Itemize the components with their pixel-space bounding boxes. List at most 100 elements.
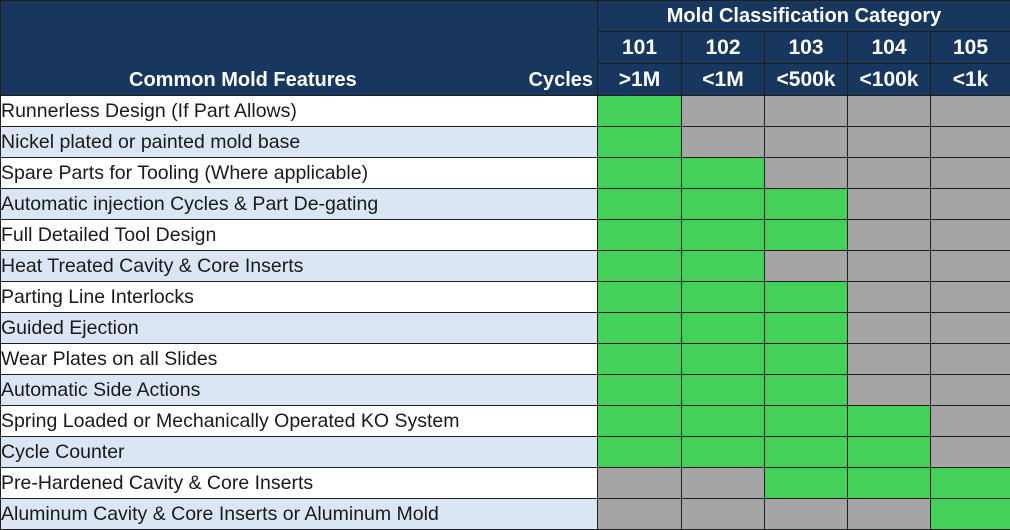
applies-cell-105 bbox=[931, 499, 1010, 530]
cycles-header-label: Cycles bbox=[529, 69, 594, 92]
not-applicable-cell-104 bbox=[848, 127, 931, 158]
not-applicable-cell-105 bbox=[931, 344, 1010, 375]
not-applicable-cell-102 bbox=[682, 468, 765, 499]
feature-label: Heat Treated Cavity & Core Inserts bbox=[1, 251, 598, 282]
class-code-105: 105 bbox=[931, 32, 1010, 64]
applies-cell-101 bbox=[598, 282, 682, 313]
applies-cell-103 bbox=[765, 344, 848, 375]
not-applicable-cell-104 bbox=[848, 499, 931, 530]
feature-label: Wear Plates on all Slides bbox=[1, 344, 598, 375]
not-applicable-cell-105 bbox=[931, 158, 1010, 189]
not-applicable-cell-104 bbox=[848, 158, 931, 189]
not-applicable-cell-105 bbox=[931, 220, 1010, 251]
not-applicable-cell-105 bbox=[931, 189, 1010, 220]
applies-cell-103 bbox=[765, 313, 848, 344]
not-applicable-cell-104 bbox=[848, 220, 931, 251]
applies-cell-103 bbox=[765, 220, 848, 251]
feature-row: Spare Parts for Tooling (Where applicabl… bbox=[1, 158, 1010, 189]
feature-label: Runnerless Design (If Part Allows) bbox=[1, 96, 598, 127]
feature-row: Wear Plates on all Slides bbox=[1, 344, 1010, 375]
applies-cell-102 bbox=[682, 437, 765, 468]
feature-row: Automatic Side Actions bbox=[1, 375, 1010, 406]
feature-label: Automatic Side Actions bbox=[1, 375, 598, 406]
not-applicable-cell-103 bbox=[765, 251, 848, 282]
feature-row: Spring Loaded or Mechanically Operated K… bbox=[1, 406, 1010, 437]
not-applicable-cell-105 bbox=[931, 437, 1010, 468]
feature-row: Heat Treated Cavity & Core Inserts bbox=[1, 251, 1010, 282]
applies-cell-104 bbox=[848, 406, 931, 437]
applies-cell-101 bbox=[598, 220, 682, 251]
feature-label: Cycle Counter bbox=[1, 437, 598, 468]
applies-cell-101 bbox=[598, 189, 682, 220]
class-cycles-101: >1M bbox=[598, 64, 682, 96]
applies-cell-102 bbox=[682, 313, 765, 344]
applies-cell-102 bbox=[682, 220, 765, 251]
not-applicable-cell-104 bbox=[848, 344, 931, 375]
not-applicable-cell-101 bbox=[598, 499, 682, 530]
class-code-103: 103 bbox=[765, 32, 848, 64]
applies-cell-101 bbox=[598, 406, 682, 437]
applies-cell-101 bbox=[598, 127, 682, 158]
applies-cell-102 bbox=[682, 406, 765, 437]
not-applicable-cell-103 bbox=[765, 127, 848, 158]
applies-cell-102 bbox=[682, 282, 765, 313]
applies-cell-101 bbox=[598, 375, 682, 406]
not-applicable-cell-104 bbox=[848, 96, 931, 127]
applies-cell-103 bbox=[765, 375, 848, 406]
feature-row: Parting Line Interlocks bbox=[1, 282, 1010, 313]
not-applicable-cell-101 bbox=[598, 468, 682, 499]
feature-row: Nickel plated or painted mold base bbox=[1, 127, 1010, 158]
applies-cell-101 bbox=[598, 158, 682, 189]
applies-cell-101 bbox=[598, 344, 682, 375]
class-code-104: 104 bbox=[848, 32, 931, 64]
feature-label: Full Detailed Tool Design bbox=[1, 220, 598, 251]
not-applicable-cell-105 bbox=[931, 406, 1010, 437]
not-applicable-cell-103 bbox=[765, 499, 848, 530]
feature-label: Spring Loaded or Mechanically Operated K… bbox=[1, 406, 598, 437]
applies-cell-102 bbox=[682, 251, 765, 282]
not-applicable-cell-105 bbox=[931, 251, 1010, 282]
applies-cell-103 bbox=[765, 282, 848, 313]
applies-cell-104 bbox=[848, 468, 931, 499]
applies-cell-102 bbox=[682, 158, 765, 189]
not-applicable-cell-105 bbox=[931, 127, 1010, 158]
feature-label: Parting Line Interlocks bbox=[1, 282, 598, 313]
feature-row: Cycle Counter bbox=[1, 437, 1010, 468]
feature-label: Guided Ejection bbox=[1, 313, 598, 344]
applies-cell-103 bbox=[765, 468, 848, 499]
applies-cell-102 bbox=[682, 189, 765, 220]
not-applicable-cell-103 bbox=[765, 158, 848, 189]
feature-label: Aluminum Cavity & Core Inserts or Alumin… bbox=[1, 499, 598, 530]
not-applicable-cell-104 bbox=[848, 313, 931, 344]
feature-row: Full Detailed Tool Design bbox=[1, 220, 1010, 251]
feature-label: Spare Parts for Tooling (Where applicabl… bbox=[1, 158, 598, 189]
not-applicable-cell-103 bbox=[765, 96, 848, 127]
category-title: Mold Classification Category bbox=[598, 1, 1010, 32]
applies-cell-102 bbox=[682, 344, 765, 375]
class-code-101: 101 bbox=[598, 32, 682, 64]
not-applicable-cell-105 bbox=[931, 282, 1010, 313]
class-cycles-104: <100k bbox=[848, 64, 931, 96]
applies-cell-101 bbox=[598, 437, 682, 468]
not-applicable-cell-105 bbox=[931, 313, 1010, 344]
not-applicable-cell-104 bbox=[848, 251, 931, 282]
class-cycles-105: <1k bbox=[931, 64, 1010, 96]
feature-label: Automatic injection Cycles & Part De-gat… bbox=[1, 189, 598, 220]
class-code-102: 102 bbox=[682, 32, 765, 64]
applies-cell-102 bbox=[682, 375, 765, 406]
class-cycles-103: <500k bbox=[765, 64, 848, 96]
feature-row: Runnerless Design (If Part Allows) bbox=[1, 96, 1010, 127]
feature-row: Pre-Hardened Cavity & Core Inserts bbox=[1, 468, 1010, 499]
feature-label: Pre-Hardened Cavity & Core Inserts bbox=[1, 468, 598, 499]
feature-row: Guided Ejection bbox=[1, 313, 1010, 344]
applies-cell-103 bbox=[765, 189, 848, 220]
feature-row: Automatic injection Cycles & Part De-gat… bbox=[1, 189, 1010, 220]
not-applicable-cell-102 bbox=[682, 499, 765, 530]
features-header-label: Common Mold Features bbox=[129, 69, 357, 92]
applies-cell-103 bbox=[765, 406, 848, 437]
applies-cell-103 bbox=[765, 437, 848, 468]
applies-cell-104 bbox=[848, 437, 931, 468]
applies-cell-105 bbox=[931, 468, 1010, 499]
not-applicable-cell-104 bbox=[848, 282, 931, 313]
